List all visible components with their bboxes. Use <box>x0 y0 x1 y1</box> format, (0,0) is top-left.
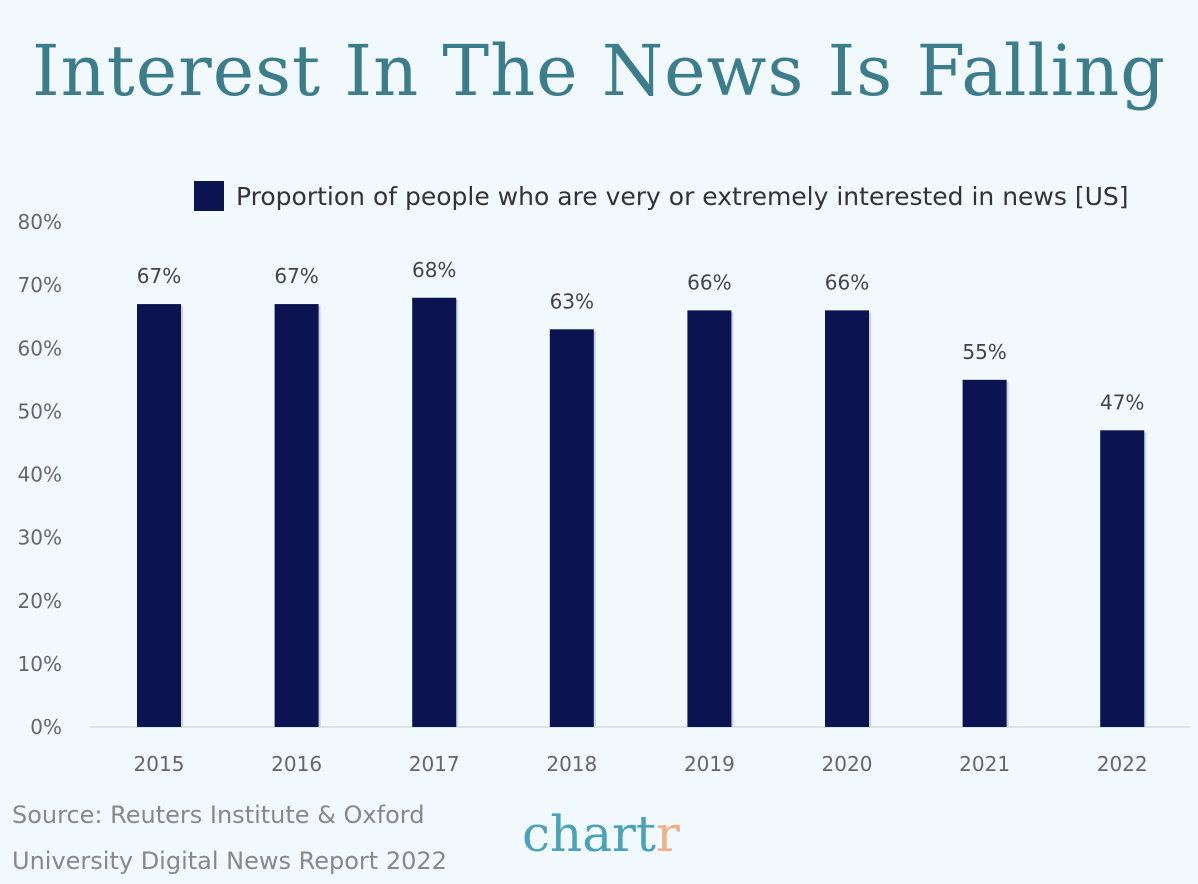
logo-accent: r <box>656 805 680 863</box>
x-tick-label: 2019 <box>684 752 735 776</box>
bar <box>412 297 457 727</box>
source-note: Source: Reuters Institute & Oxford Unive… <box>12 792 447 884</box>
y-tick-label: 70% <box>18 273 62 297</box>
data-label: 68% <box>412 258 456 282</box>
y-tick-label: 0% <box>30 715 62 739</box>
x-tick-label: 2015 <box>134 752 185 776</box>
data-label: 63% <box>550 289 594 313</box>
data-label: 67% <box>274 264 318 288</box>
data-label: 47% <box>1100 390 1144 414</box>
bar <box>274 304 319 727</box>
source-line-1: Source: Reuters Institute & Oxford <box>12 801 425 829</box>
bar <box>687 310 732 727</box>
data-label: 66% <box>687 270 731 294</box>
source-line-2: University Digital News Report 2022 <box>12 847 447 875</box>
data-label: 55% <box>962 340 1006 364</box>
x-tick-label: 2022 <box>1097 752 1148 776</box>
data-label: 66% <box>825 270 869 294</box>
x-tick-label: 2018 <box>546 752 597 776</box>
y-tick-label: 40% <box>18 463 62 487</box>
bar <box>962 379 1007 727</box>
y-tick-label: 60% <box>18 336 62 360</box>
x-tick-label: 2021 <box>959 752 1010 776</box>
data-label: 67% <box>137 264 181 288</box>
legend-swatch <box>194 181 224 211</box>
chart-title: Interest In The News Is Falling <box>31 30 1167 112</box>
legend-label: Proportion of people who are very or ext… <box>236 181 1129 211</box>
y-tick-label: 80% <box>18 210 62 234</box>
chartr-logo: chartr <box>522 805 680 863</box>
x-tick-label: 2017 <box>409 752 460 776</box>
x-tick-label: 2020 <box>822 752 873 776</box>
bar <box>1100 430 1145 727</box>
logo-main: chart <box>522 805 657 863</box>
y-tick-label: 20% <box>18 589 62 613</box>
bar <box>825 310 869 727</box>
bar <box>549 329 594 727</box>
bar <box>137 304 181 727</box>
y-tick-label: 50% <box>18 399 62 423</box>
y-tick-label: 10% <box>18 652 62 676</box>
y-tick-label: 30% <box>18 526 62 550</box>
x-tick-label: 2016 <box>271 752 322 776</box>
legend: Proportion of people who are very or ext… <box>194 181 1129 211</box>
